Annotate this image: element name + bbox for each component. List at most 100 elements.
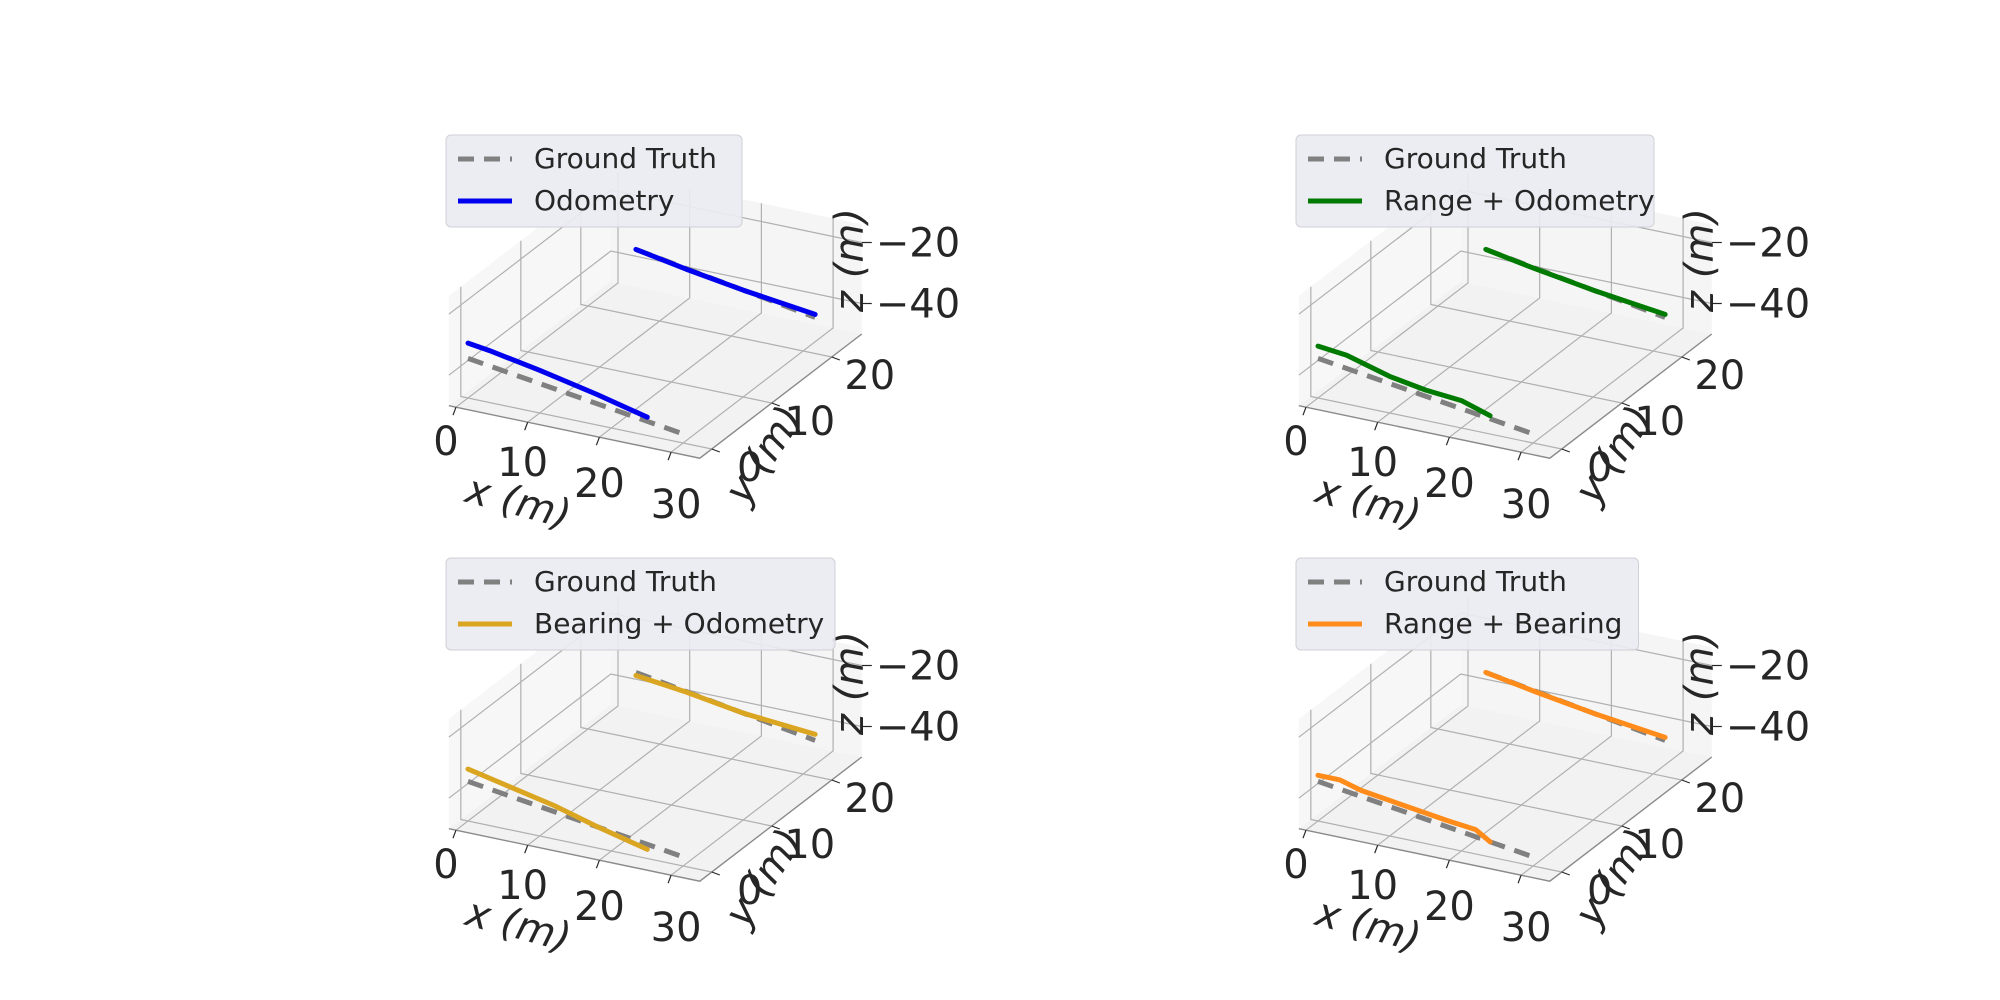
grid-line-y <box>1370 663 1622 827</box>
grid-line-x <box>1449 626 1613 861</box>
y-tick-label: 10 <box>1634 399 1685 445</box>
z-tick-label: −20 <box>876 644 960 690</box>
grid-line-x <box>670 641 834 876</box>
axis-edge <box>448 333 863 459</box>
z-tick-label: −40 <box>876 282 960 328</box>
grid-line-z <box>448 673 862 799</box>
grid-line-y <box>1370 240 1622 404</box>
grid-line-y <box>1310 286 1562 450</box>
legend-label: Odometry <box>534 184 675 217</box>
x-tick-label: 30 <box>1501 905 1552 951</box>
grid-line-y <box>580 194 832 358</box>
side-pane <box>1298 171 1461 406</box>
legend-box <box>445 557 836 651</box>
y-tick <box>1621 402 1630 407</box>
grid-line-z <box>1298 250 1712 376</box>
y-tick <box>771 402 780 407</box>
grid-line-x <box>599 203 763 438</box>
y-tick-label: 0 <box>1587 445 1612 491</box>
legend: Ground Truth Bearing + Odometry <box>445 557 836 651</box>
x-tick <box>667 451 672 461</box>
x-tick-label: 30 <box>651 482 702 528</box>
z-tick-label: −40 <box>1726 705 1810 751</box>
x-tick <box>1445 859 1450 869</box>
z-tick-label: −20 <box>1726 221 1810 267</box>
legend: Ground Truth Odometry <box>445 134 743 228</box>
x-tick-label: 0 <box>1283 419 1308 465</box>
x-tick <box>667 874 672 884</box>
x-tick <box>1445 436 1450 446</box>
z-tick-label: −40 <box>1726 282 1810 328</box>
y-tick <box>1561 448 1570 453</box>
x-tick <box>1302 406 1307 416</box>
y-tick <box>711 448 720 453</box>
x-tick <box>1302 829 1307 839</box>
grid-line-y <box>460 709 712 873</box>
ground-truth-line <box>1317 779 1534 860</box>
y-tick-label: 10 <box>784 399 835 445</box>
x-tick-label: 10 <box>1347 440 1398 486</box>
ground-truth-line <box>467 356 684 437</box>
grid-line-y <box>520 240 772 404</box>
floor-pane <box>448 704 862 882</box>
legend-label: Range + Bearing <box>1384 607 1622 640</box>
legend-box <box>1295 134 1655 228</box>
y-tick <box>1561 871 1570 876</box>
x-tick <box>1517 451 1522 461</box>
y-tick-label: 10 <box>784 822 835 868</box>
x-tick-label: 0 <box>433 419 458 465</box>
x-tick <box>524 844 529 854</box>
grid-line-y <box>1430 617 1682 781</box>
y-tick-label: 0 <box>1587 868 1612 914</box>
axis-edge <box>448 756 863 882</box>
y-tick-label: 20 <box>844 353 895 399</box>
floor-pane <box>1298 281 1712 459</box>
estimate-line <box>1483 669 1668 740</box>
y-tick-label: 10 <box>1634 822 1685 868</box>
grid-line-y <box>1430 194 1682 358</box>
side-pane <box>1298 594 1461 829</box>
z-axis-label: z (m) <box>827 631 873 736</box>
x-tick-label: 0 <box>1283 842 1308 888</box>
grid-line-x <box>599 626 763 861</box>
legend-label: Range + Odometry <box>1384 184 1655 217</box>
y-tick <box>1681 356 1690 361</box>
legend-label: Ground Truth <box>534 142 717 175</box>
x-tick-label: 30 <box>651 905 702 951</box>
axis-edge <box>1298 756 1713 882</box>
z-axis-label: z (m) <box>827 208 873 313</box>
x-tick <box>595 436 600 446</box>
grid-line-y <box>580 617 832 781</box>
legend-label: Ground Truth <box>1384 565 1567 598</box>
estimate-line <box>1315 343 1493 419</box>
side-pane <box>448 594 611 829</box>
x-tick-label: 30 <box>1501 482 1552 528</box>
legend-box <box>1295 557 1639 651</box>
side-pane <box>448 171 611 406</box>
estimate-line <box>633 673 818 737</box>
y-tick <box>831 356 840 361</box>
grid-line-y <box>1310 709 1562 873</box>
x-tick-label: 20 <box>1424 884 1475 930</box>
estimate-line <box>465 766 650 852</box>
y-tick-label: 20 <box>844 776 895 822</box>
z-tick-label: −20 <box>1726 644 1810 690</box>
grid-line-z <box>448 250 862 376</box>
x-tick <box>452 829 457 839</box>
x-tick-label: 10 <box>497 440 548 486</box>
z-tick-label: −40 <box>876 705 960 751</box>
legend-label: Ground Truth <box>534 565 717 598</box>
legend-label: Bearing + Odometry <box>534 607 824 640</box>
axis-edge <box>1298 333 1713 459</box>
y-tick <box>1621 825 1630 830</box>
y-tick <box>831 779 840 784</box>
y-tick <box>771 825 780 830</box>
y-tick-label: 20 <box>1694 776 1745 822</box>
z-axis-label: z (m) <box>1677 631 1723 736</box>
x-tick-label: 0 <box>433 842 458 888</box>
legend-box <box>445 134 743 228</box>
